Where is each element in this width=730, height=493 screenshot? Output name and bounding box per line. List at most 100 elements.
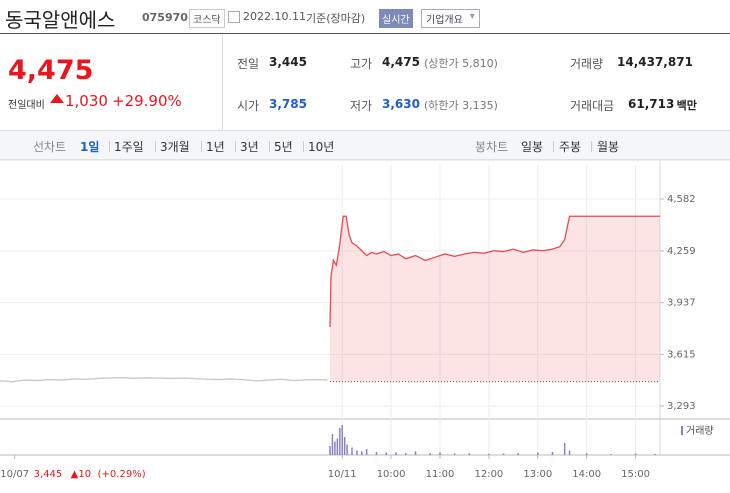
tab-separator — [201, 141, 202, 152]
tab-group-label: 선차트 — [33, 140, 67, 154]
company-info-button[interactable]: 기업개요 ▾ — [421, 9, 480, 28]
x-tick-label: 10/07 — [0, 469, 29, 480]
tab-separator — [235, 141, 236, 152]
summary-value: 3,785 — [269, 97, 307, 111]
change: 1,030 — [65, 92, 108, 110]
volume-bar — [356, 450, 358, 455]
volume-bar — [488, 453, 490, 455]
volume-bar — [429, 453, 431, 455]
volume-bar — [563, 443, 566, 455]
tab[interactable]: 일봉 — [521, 140, 544, 154]
stock-code: 075970 — [142, 11, 188, 24]
tab[interactable]: 주봉 — [559, 140, 582, 154]
volume-bar — [334, 441, 336, 455]
summary-note: (상한가 5,810) — [424, 57, 498, 70]
volume-bar — [414, 451, 417, 455]
volume-bar — [468, 453, 471, 455]
volume-bar — [634, 453, 637, 455]
volume-bar — [453, 453, 456, 455]
tab[interactable]: 1년 — [206, 140, 225, 154]
volume-bar — [585, 453, 588, 455]
chart: 3,293 3,615 3,937 4,259 4,582 10/07 10/11 10:00… — [0, 160, 730, 480]
calendar-icon — [228, 11, 240, 23]
tab-separator — [553, 141, 554, 152]
volume-bar — [654, 453, 656, 455]
summary-value: 3,445 — [269, 55, 307, 69]
volume-bar — [610, 454, 612, 455]
prev-pct: (+0.29%) — [98, 469, 146, 480]
area — [330, 216, 660, 382]
line — [0, 376, 328, 383]
x-tick-label: 15:00 — [621, 469, 650, 480]
market-badge: 코스닥 — [189, 9, 225, 28]
y-tick-label: 3,937 — [667, 298, 696, 309]
volume-bar — [395, 452, 397, 455]
prev-close: 3,445 — [34, 469, 63, 480]
prev-change: ▲10 — [71, 469, 91, 480]
tab-separator — [591, 141, 592, 152]
x-tick-label: 13:00 — [523, 469, 552, 480]
tab-separator — [303, 141, 304, 152]
up-icon — [50, 94, 64, 103]
tab[interactable]: 1일 — [80, 140, 100, 154]
volume-bar — [329, 446, 331, 455]
tab[interactable]: 10년 — [308, 140, 335, 154]
tab[interactable]: 월봉 — [597, 140, 620, 154]
volume-bar — [568, 450, 571, 455]
volume-bar — [439, 452, 441, 455]
volume-bar — [537, 452, 539, 455]
stock-name: 동국알앤에스 — [5, 8, 116, 32]
volume-bar — [551, 452, 554, 455]
summary-note: (하한가 3,135) — [424, 99, 498, 112]
legend-swatch — [681, 426, 683, 435]
realtime-badge[interactable]: 실시간 — [379, 9, 413, 28]
volume-bar — [336, 438, 339, 455]
summary-value: 3,630 — [382, 97, 420, 111]
x-tick-label: 12:00 — [474, 469, 503, 480]
x-tick-label: 11:00 — [426, 469, 455, 480]
summary-label: 거래량 — [570, 57, 604, 71]
tab[interactable]: 5년 — [274, 140, 293, 154]
summary-value: 61,713 — [628, 97, 675, 111]
tab-group-label: 봉차트 — [475, 140, 509, 154]
quote-divider — [222, 34, 223, 130]
date: 2022.10.11 — [243, 10, 306, 23]
y-tick-label: 3,293 — [667, 401, 696, 412]
volume-bar — [351, 447, 353, 455]
summary-label: 저가 — [350, 99, 373, 113]
company-info-label: 기업개요 — [426, 15, 463, 26]
summary-unit: 백만 — [676, 99, 697, 112]
summary-label: 시가 — [237, 99, 260, 113]
tab[interactable]: 3년 — [240, 140, 259, 154]
change-label: 전일대비 — [8, 100, 45, 111]
summary-value: 14,437,871 — [617, 55, 693, 69]
divider — [0, 33, 730, 34]
tab-separator — [109, 141, 110, 152]
volume-bar — [339, 428, 341, 455]
volume-bar — [331, 434, 334, 455]
tab-separator — [269, 141, 270, 152]
volume-bar — [375, 452, 378, 455]
x-tick-label: 10:00 — [377, 469, 406, 480]
volume-bar — [502, 453, 505, 455]
price: 4,475 — [8, 55, 94, 86]
y-tick-label: 4,259 — [667, 246, 696, 257]
quote-box — [0, 34, 730, 131]
summary-label: 전일 — [237, 57, 260, 71]
summary-value: 4,475 — [382, 55, 420, 69]
y-tick-label: 3,615 — [667, 349, 696, 360]
legend-label: 거래량 — [686, 425, 714, 437]
volume-bar — [365, 449, 368, 455]
line — [329, 215, 660, 328]
y-tick-label: 4,582 — [667, 194, 696, 205]
x-tick-label: 10/11 — [328, 469, 357, 480]
basis: 기준(장마감) — [306, 12, 366, 25]
volume-bar — [517, 453, 519, 455]
volume-bar — [361, 451, 363, 455]
tab[interactable]: 3개월 — [160, 140, 190, 154]
volume-bar — [385, 452, 387, 455]
summary-label: 고가 — [350, 57, 373, 71]
change-pct: +29.90% — [112, 92, 182, 110]
tab[interactable]: 1주일 — [114, 140, 144, 154]
